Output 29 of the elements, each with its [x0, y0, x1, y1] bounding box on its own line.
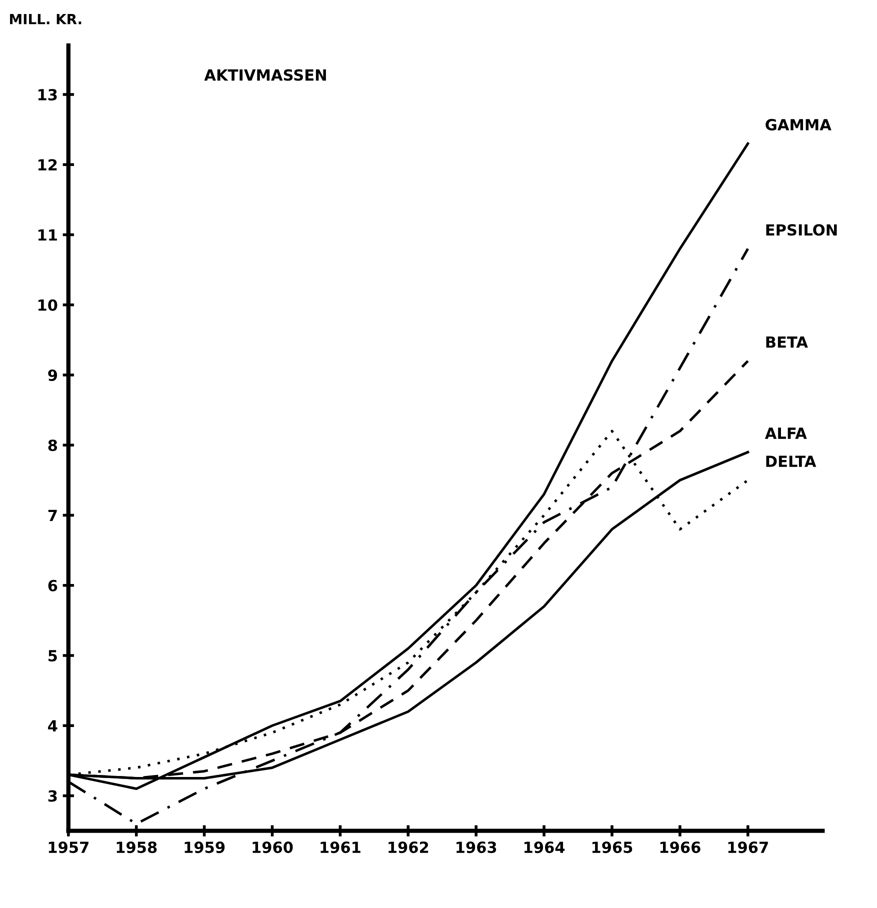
- y-tick-label: 11: [38, 229, 57, 241]
- x-tick-label: 1959: [184, 842, 225, 854]
- series-label: BETA: [766, 336, 808, 348]
- y-tick-label: 9: [48, 369, 58, 382]
- series-label: GAMMA: [766, 118, 832, 130]
- x-tick-label: 1965: [592, 842, 632, 854]
- x-tick-label: 1957: [48, 842, 88, 854]
- x-tick-label: 1961: [320, 842, 360, 854]
- y-tick-label: 12: [38, 159, 57, 170]
- y-tick-label: 10: [38, 299, 58, 311]
- x-tick-label: 1963: [456, 842, 496, 854]
- series-label: EPSILON: [766, 224, 837, 236]
- x-tick-label: 1967: [728, 842, 768, 854]
- y-tick-label: 6: [48, 580, 58, 592]
- y-tick-label: 5: [48, 650, 57, 662]
- y-tick-label: 3: [48, 790, 57, 802]
- y-axis-title: MILL. KR.: [10, 14, 82, 24]
- x-tick-label: 1962: [388, 842, 428, 854]
- x-tick-label: 1958: [116, 842, 157, 854]
- y-tick-label: 13: [38, 88, 57, 101]
- series-label: DELTA: [766, 456, 816, 467]
- series-label: ALFA: [764, 428, 807, 439]
- x-tick-label: 1960: [252, 842, 293, 854]
- y-tick-label: 8: [48, 440, 58, 452]
- x-tick-label: 1966: [660, 842, 700, 854]
- y-tick-label: 7: [48, 510, 57, 522]
- text: AKTIVMASSEN: [204, 69, 326, 81]
- x-tick-label: 1964: [524, 842, 565, 854]
- y-tick-label: 4: [48, 720, 58, 732]
